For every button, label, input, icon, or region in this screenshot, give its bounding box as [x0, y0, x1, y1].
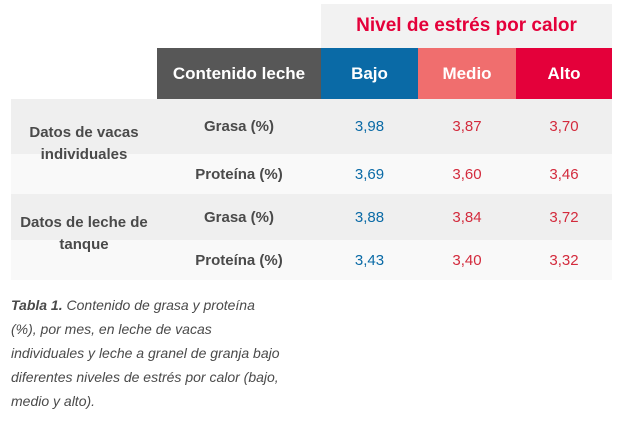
metric-label: Grasa (%): [203, 208, 275, 226]
header-contenido: Contenido leche: [157, 48, 321, 99]
value-cell: 3,70: [549, 118, 579, 135]
metric-label: Proteína (%): [195, 165, 283, 183]
value-cell: 3,40: [452, 251, 482, 269]
group-label: Datos de vacas individuales: [29, 124, 139, 163]
value-cell: 3,87: [452, 118, 482, 135]
row-background: [11, 154, 612, 194]
row-background: [11, 194, 612, 240]
value-cell: 3,72: [549, 208, 579, 226]
row-background: [11, 99, 612, 154]
value-cell: 3,84: [452, 208, 482, 226]
header-medio: Medio: [418, 48, 516, 99]
metric-label: Proteína (%): [195, 251, 283, 269]
value-cell: 3,60: [452, 165, 482, 183]
metric-label: Grasa (%): [203, 118, 275, 135]
group-label: Datos de leche de tanque: [20, 214, 148, 253]
value-cell: 3,46: [549, 165, 579, 183]
table-caption: Tabla 1. Contenido de grasa y proteína (…: [11, 293, 281, 413]
row-background: [11, 240, 612, 280]
value-cell: 3,32: [549, 251, 579, 269]
caption-label: Tabla 1.: [11, 297, 63, 313]
caption-text: Contenido de grasa y proteína (%), por m…: [11, 297, 280, 409]
value-cell: 3,43: [354, 251, 385, 269]
header-alto: Alto: [516, 48, 612, 99]
value-cell: 3,69: [354, 165, 385, 183]
value-cell: 3,88: [354, 208, 385, 226]
super-header: Nivel de estrés por calor: [321, 4, 612, 48]
header-bajo: Bajo: [321, 48, 418, 99]
value-cell: 3,98: [354, 118, 385, 135]
